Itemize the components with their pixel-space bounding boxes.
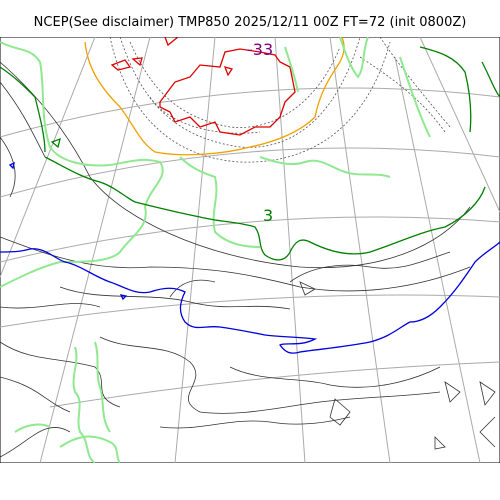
thin-contour	[0, 236, 471, 292]
isotherm-line	[164, 37, 179, 47]
thin-contour	[0, 81, 46, 158]
isotherm-line	[0, 41, 164, 288]
thin-contour	[169, 279, 216, 298]
isotherm-line	[44, 156, 486, 261]
thin-contour	[0, 303, 101, 309]
isotherm-line	[59, 435, 121, 463]
thin-contour	[0, 136, 16, 198]
isotherm-line	[339, 37, 369, 79]
map-title: NCEP(See disclaimer) TMP850 2025/12/11 0…	[33, 15, 467, 30]
contour-label-cold: -33	[247, 40, 273, 59]
isotherm-line	[0, 66, 46, 153]
latitude-line	[0, 294, 500, 328]
map-border	[0, 37, 500, 463]
latitude-line	[0, 87, 500, 138]
isotherm-line	[84, 37, 345, 156]
isotherm-line	[399, 56, 431, 138]
dotted-contour	[379, 37, 451, 128]
map-canvas: -33 3	[0, 37, 500, 463]
meridian-line	[39, 37, 151, 463]
meridian-line	[174, 37, 216, 463]
meridian-line	[394, 56, 481, 463]
thin-contour	[0, 61, 471, 269]
dotted-contour	[149, 96, 261, 134]
isotherm-line	[72, 346, 96, 463]
thin-contour	[479, 381, 496, 406]
thin-contour	[0, 427, 71, 458]
thin-contour	[329, 398, 351, 426]
isotherm-line	[131, 57, 143, 67]
isotherm-minus20	[84, 37, 345, 156]
latitude-lines	[0, 87, 500, 408]
thin-contour	[434, 436, 446, 450]
isotherm-line	[159, 48, 296, 136]
meridian-line	[329, 37, 391, 463]
dotted-contour	[119, 37, 361, 148]
latitude-line	[0, 216, 500, 263]
thin-contour	[59, 286, 291, 310]
thin-contour	[159, 416, 351, 429]
isotherm-line	[259, 156, 391, 178]
isotherm-line	[223, 66, 234, 77]
dotted-contour	[109, 37, 391, 163]
isotherm-line	[0, 241, 500, 354]
thin-contour	[289, 251, 451, 283]
isotherm-minus30	[110, 37, 296, 136]
meridian-line	[0, 37, 96, 278]
isotherm-line	[119, 294, 128, 301]
isotherm-minus10	[0, 37, 431, 463]
thin-contour	[444, 381, 461, 403]
dotted-contours	[109, 37, 451, 163]
thin-contour	[0, 376, 71, 413]
isotherm-line	[94, 341, 111, 433]
dotted-contour	[129, 41, 341, 128]
isotherm-line	[8, 161, 15, 170]
meridian-line	[274, 37, 306, 463]
meridian-lines	[0, 37, 500, 463]
isotherm-line	[14, 423, 51, 433]
thin-contour	[99, 336, 441, 414]
latitude-line	[49, 361, 500, 408]
isotherm-plus	[0, 161, 500, 354]
isotherm-line	[179, 156, 261, 248]
latitude-line	[0, 147, 500, 198]
thin-contour	[229, 366, 441, 388]
isotherm-line	[419, 46, 472, 133]
isotherm-line	[481, 61, 500, 98]
thin-contour	[299, 281, 316, 296]
thin-contours	[0, 61, 496, 458]
isotherm-line	[50, 137, 61, 149]
thin-contour	[0, 341, 121, 408]
dotted-contour	[359, 56, 446, 133]
isotherm-line	[284, 46, 299, 93]
isotherm-line	[110, 59, 132, 71]
thin-contour	[479, 416, 496, 448]
isotherm-zero	[0, 46, 500, 261]
meridian-line	[419, 37, 500, 213]
contour-label-mid: 3	[263, 206, 273, 225]
